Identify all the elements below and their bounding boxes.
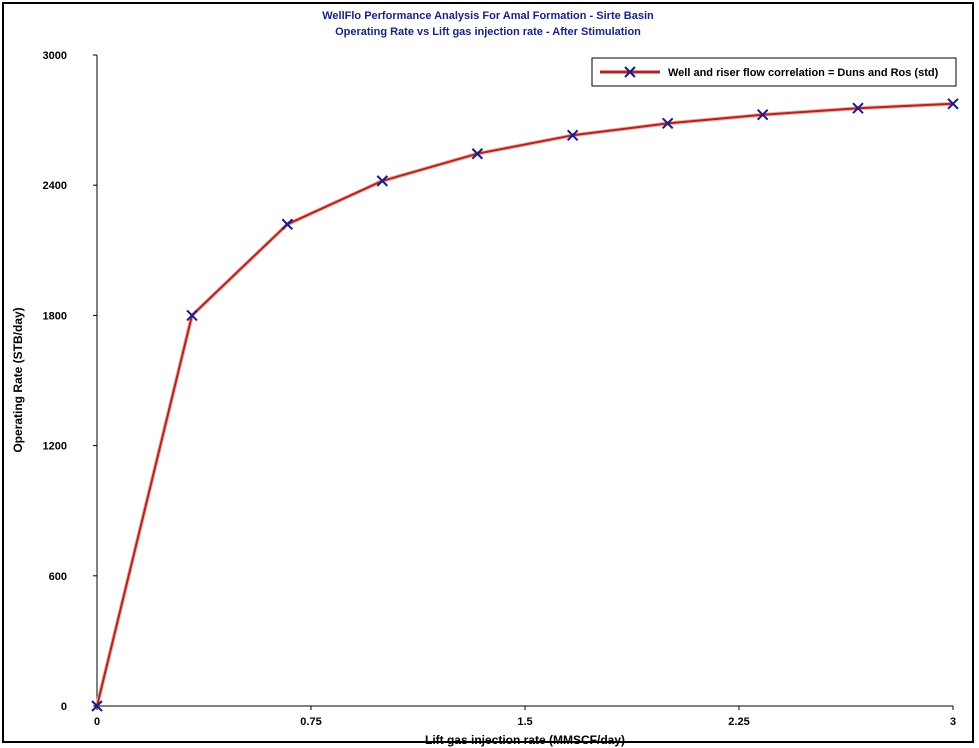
legend-series-marker bbox=[624, 66, 636, 78]
series-layer bbox=[91, 98, 959, 712]
data-point-marker bbox=[91, 700, 103, 712]
data-point-marker bbox=[756, 108, 769, 121]
y-tick-label: 2400 bbox=[43, 180, 67, 192]
chart-title: WellFlo Performance Analysis For Amal Fo… bbox=[322, 10, 654, 22]
x-tick-label: 0.75 bbox=[300, 716, 321, 728]
x-tick-label: 0 bbox=[94, 716, 100, 728]
chart-subtitle: Operating Rate vs Lift gas injection rat… bbox=[335, 26, 641, 38]
data-point-marker bbox=[947, 98, 959, 110]
data-point-marker bbox=[376, 175, 389, 187]
y-tick-label: 3000 bbox=[43, 50, 67, 62]
data-point-marker bbox=[186, 309, 198, 322]
data-point-marker bbox=[471, 148, 484, 160]
y-axis-label: Operating Rate (STB/day) bbox=[11, 307, 25, 452]
x-axis-label: Lift gas injection rate (MMSCF/day) bbox=[425, 733, 625, 747]
x-axis-ticks: 0 0.75 1.5 2.25 3 bbox=[94, 706, 956, 728]
data-point-marker bbox=[281, 218, 294, 230]
legend-series-label: Well and riser flow correlation = Duns a… bbox=[668, 67, 939, 79]
series-line bbox=[96, 102, 954, 707]
y-axis-ticks: 0 600 1200 1800 2400 3000 bbox=[43, 50, 97, 713]
y-tick-label: 1800 bbox=[43, 310, 67, 322]
data-point-marker bbox=[566, 129, 579, 141]
y-tick-label: 600 bbox=[49, 571, 67, 583]
x-tick-label: 3 bbox=[950, 716, 956, 728]
x-tick-label: 2.25 bbox=[728, 716, 749, 728]
y-tick-label: 1200 bbox=[43, 441, 67, 453]
x-tick-label: 1.5 bbox=[517, 716, 532, 728]
data-point-marker bbox=[852, 102, 864, 114]
y-tick-label: 0 bbox=[61, 701, 67, 713]
data-point-marker bbox=[661, 117, 674, 130]
series-line-glow bbox=[95, 101, 954, 707]
legend: Well and riser flow correlation = Duns a… bbox=[591, 57, 957, 87]
